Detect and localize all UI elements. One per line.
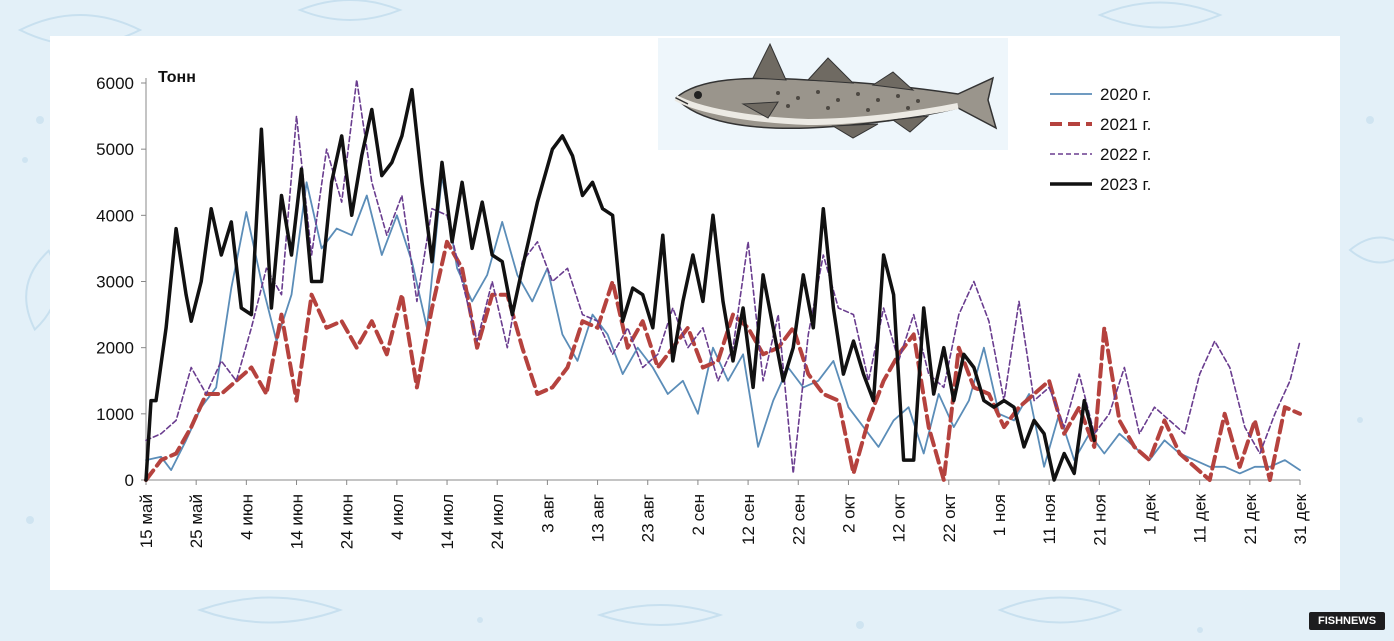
x-tick-label: 13 авг <box>589 494 608 542</box>
x-axis: 15 май 25 май 4 июн 14 июн 24 июн 4 июл 14 июл… <box>137 479 1310 549</box>
x-tick-label: 12 сен <box>739 494 758 545</box>
y-tick-label: 4000 <box>96 206 134 225</box>
y-axis-unit-label: Тонн <box>158 69 196 86</box>
x-tick-label: 4 июн <box>237 494 256 540</box>
x-tick-label: 1 дек <box>1140 493 1159 535</box>
x-tick-label: 11 дек <box>1191 493 1210 543</box>
x-tick-label: 4 июл <box>388 494 407 540</box>
y-tick-label: 6000 <box>96 74 134 93</box>
x-tick-label: 22 окт <box>940 494 959 543</box>
y-tick-label: 1000 <box>96 405 134 424</box>
fishnews-badge: FISHNEWS <box>1309 612 1385 630</box>
x-tick-label: 15 май <box>137 494 156 548</box>
x-tick-label: 23 авг <box>639 494 658 542</box>
x-tick-label: 1 ноя <box>990 494 1009 536</box>
legend-label: 2020 г. <box>1100 85 1151 104</box>
y-tick-label: 2000 <box>96 339 134 358</box>
legend-label: 2023 г. <box>1100 175 1151 194</box>
x-tick-label: 14 июн <box>288 494 307 549</box>
series-line-2 <box>144 239 1302 482</box>
legend-label: 2021 г. <box>1100 115 1151 134</box>
series-line-3 <box>145 78 1301 475</box>
y-tick-label: 3000 <box>96 273 134 292</box>
cod-fish-icon <box>674 42 998 139</box>
x-tick-label: 12 окт <box>890 494 909 543</box>
x-tick-label: 31 дек <box>1291 493 1310 544</box>
legend-label: 2022 г. <box>1100 145 1151 164</box>
x-tick-label: 25 май <box>187 494 206 548</box>
x-tick-label: 2 окт <box>839 494 858 533</box>
x-tick-label: 3 авг <box>538 494 557 533</box>
series-line-1 <box>145 174 1301 475</box>
series-lines <box>144 78 1302 482</box>
x-tick-label: 14 июл <box>438 494 457 549</box>
fish-illustration-box <box>658 38 1008 150</box>
y-tick-label: 0 <box>125 471 134 490</box>
x-tick-label: 22 сен <box>789 494 808 545</box>
x-tick-label: 2 сен <box>689 494 708 536</box>
x-tick-label: 21 ноя <box>1090 494 1109 546</box>
y-axis: 0 1000 2000 3000 4000 5000 6000 <box>96 74 147 490</box>
catch-chart: 0 1000 2000 3000 4000 5000 6000 15 май 25 май 4 … <box>96 69 1310 549</box>
x-tick-label: 24 июн <box>338 494 357 549</box>
series-line-4 <box>144 87 1097 482</box>
legend: 2020 г. 2021 г. 2022 г. 2023 г. <box>1050 85 1151 194</box>
x-tick-label: 24 июл <box>488 494 507 549</box>
x-tick-label: 21 дек <box>1241 493 1260 544</box>
x-tick-label: 11 ноя <box>1040 494 1059 544</box>
y-tick-label: 5000 <box>96 140 134 159</box>
